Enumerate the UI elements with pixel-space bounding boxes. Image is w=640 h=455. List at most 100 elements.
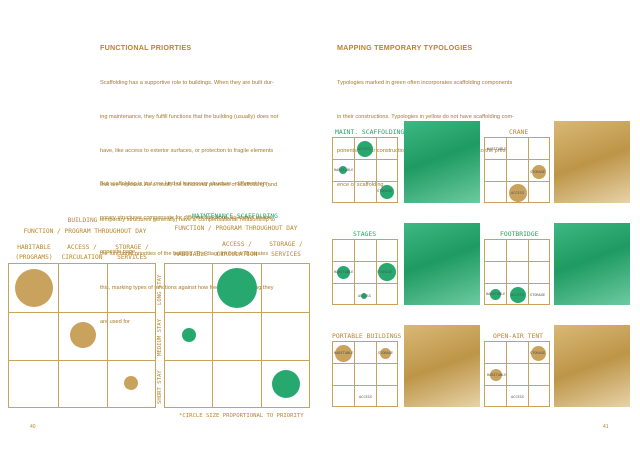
page-number-right: 41 [603, 424, 609, 430]
priority-circle [124, 376, 138, 390]
grid-line [485, 159, 549, 160]
typology-circle [361, 293, 367, 299]
row-label-short-stay: SHORT STAY [157, 370, 163, 404]
typology-label: STORAGE [377, 189, 393, 193]
photo-footbridge [554, 223, 630, 305]
typology-circle [378, 263, 396, 281]
grid-line [506, 240, 507, 304]
priority-circle [70, 322, 96, 348]
grid-line [165, 360, 309, 361]
text-line: have, like access to exterior surfaces, … [100, 148, 274, 155]
text-line: opposite page. [100, 249, 137, 256]
text-line: Typologies marked in green often incorpo… [337, 79, 513, 86]
priority-circle [217, 268, 257, 308]
grid-line [333, 385, 397, 386]
footnote: *CIRCLE SIZE PROPORTIONAL TO PRIORITY [179, 413, 304, 419]
grid-line [528, 342, 529, 406]
grid-line [485, 181, 549, 182]
grid-line [485, 283, 549, 284]
typology-circle [380, 185, 394, 199]
grid-line [333, 261, 397, 262]
grid-line [212, 264, 213, 407]
photo-open-air-tent [554, 325, 630, 407]
typology-label: STORAGE [530, 170, 546, 174]
grid-line [528, 138, 529, 202]
grid-line [354, 138, 355, 202]
grid-line [333, 283, 397, 284]
grid-line [485, 385, 549, 386]
typology-label: STORAGE [378, 351, 394, 355]
grid-line [333, 159, 397, 160]
typology-title-footbridge: FOOTBRIDGE [500, 230, 539, 238]
grid-line [485, 363, 549, 364]
scaffolding-col-access: ACCESS / CIRCULATION [216, 241, 258, 258]
typology-circle [357, 141, 373, 157]
typology-label: HABITABLE [486, 292, 506, 296]
typology-label: ACCESS [358, 147, 371, 151]
text-line: Scaffolding has a supportive role to bui… [100, 79, 274, 86]
text-line: But scaffolding is just one kind of temp… [100, 180, 270, 187]
grid-line [354, 342, 355, 406]
scaffolding-col-habitable: HABITABLE [174, 251, 208, 258]
priority-circle [182, 328, 196, 342]
grid-line [354, 240, 355, 304]
grid-line [333, 363, 397, 364]
grid-line [9, 360, 155, 361]
typology-title-open-air-tent: OPEN-AIR TENT [493, 332, 544, 340]
grid-line [376, 342, 377, 406]
typology-label: HABITABLE [334, 168, 354, 172]
building-grid [8, 263, 156, 408]
text-line: temporary structures generally) have a '… [100, 216, 276, 223]
photo-maint-scaffolding [404, 121, 480, 203]
typology-label: ACCESS [511, 395, 524, 399]
typology-circle [490, 369, 502, 381]
building-col-storage: STORAGE / SERVICES [115, 244, 149, 261]
mini-grid-maint-scaffolding: ACCESS HABITABLE STORAGE [332, 137, 398, 203]
page-number-left: 40 [30, 424, 36, 430]
grid-line [376, 240, 377, 304]
typology-label: HABITABLE [334, 351, 354, 355]
priority-circle [15, 269, 53, 307]
typology-label: STORAGE [530, 351, 546, 355]
building-subtitle: FUNCTION / PROGRAM THROUGHOUT DAY [23, 228, 147, 235]
text-line: are used for [100, 319, 130, 326]
left-paragraph-2: But scaffolding is just one kind of temp… [100, 156, 272, 281]
text-line: in their constructions. Typologies in ye… [337, 114, 515, 121]
grid-line [485, 261, 549, 262]
typology-title-portable-buildings: PORTABLE BUILDINGS [332, 332, 402, 340]
typology-title-crane: CRANE [509, 128, 529, 136]
text-line: ing maintenance, they fulfill functions … [100, 114, 279, 121]
typology-label: ACCESS [511, 293, 524, 297]
photo-stages [404, 223, 480, 305]
typology-label: STORAGE [377, 270, 393, 274]
typology-label: ACCESS [511, 191, 524, 195]
typology-label: ACCESS [358, 294, 371, 298]
mini-grid-open-air-tent: STORAGE HABITABLE ACCESS [484, 341, 550, 407]
text-line: porary structures compensate for differe… [100, 215, 272, 222]
grid-line [165, 312, 309, 313]
grid-line [9, 312, 155, 313]
grid-line [376, 138, 377, 202]
typology-label: HABITABLE [487, 147, 507, 151]
grid-line [333, 181, 397, 182]
grid-line [107, 264, 108, 407]
typology-circle [490, 289, 501, 300]
typology-circle [531, 346, 546, 361]
typology-circle [532, 165, 546, 179]
building-col-access: ACCESS / CIRCULATION [61, 244, 103, 261]
typology-label: HABITABLE [487, 373, 507, 377]
text-line: ence of scaffolding. [337, 182, 386, 189]
grid-line [261, 264, 262, 407]
photo-portable-buildings [404, 325, 480, 407]
photo-crane [554, 121, 630, 203]
grid-line [58, 264, 59, 407]
scaffolding-col-storage: STORAGE / SERVICES [269, 241, 303, 258]
typology-circle [510, 287, 526, 303]
typology-circle [337, 266, 350, 279]
mini-grid-crane: HABITABLE STORAGE ACCESS [484, 137, 550, 203]
typology-label: STORAGE [530, 293, 546, 297]
typology-circle [335, 345, 352, 362]
typology-circle [380, 348, 391, 359]
row-label-long-stay: LONG STAY [157, 274, 163, 305]
